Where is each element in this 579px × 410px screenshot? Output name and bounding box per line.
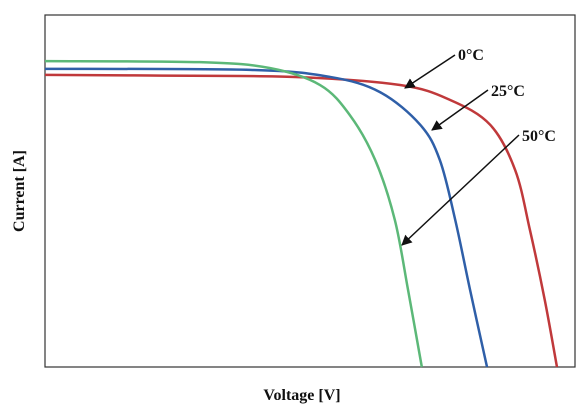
line-series [45,61,422,367]
x-axis-label: Voltage [V] [263,387,340,404]
curves [45,61,557,367]
chart: Voltage [V] Current [A] 0°C 25°C 50°C [0,0,579,410]
series-label: 50°C [522,128,556,145]
y-axis-label: Current [A] [11,150,28,232]
line-series [45,75,557,367]
annotation-arrow [402,135,519,245]
series-label: 25°C [491,83,525,100]
series-label: 0°C [458,47,484,64]
line-series [45,69,487,367]
annotation-arrow [405,55,455,88]
